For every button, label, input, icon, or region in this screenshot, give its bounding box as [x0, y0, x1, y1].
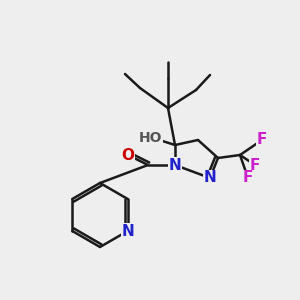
Text: O: O: [122, 148, 134, 163]
Text: N: N: [121, 224, 134, 238]
Text: HO: HO: [139, 131, 163, 145]
Text: F: F: [243, 170, 253, 185]
Text: F: F: [257, 133, 267, 148]
Text: N: N: [169, 158, 182, 172]
Text: N: N: [204, 170, 216, 185]
Text: F: F: [250, 158, 260, 172]
